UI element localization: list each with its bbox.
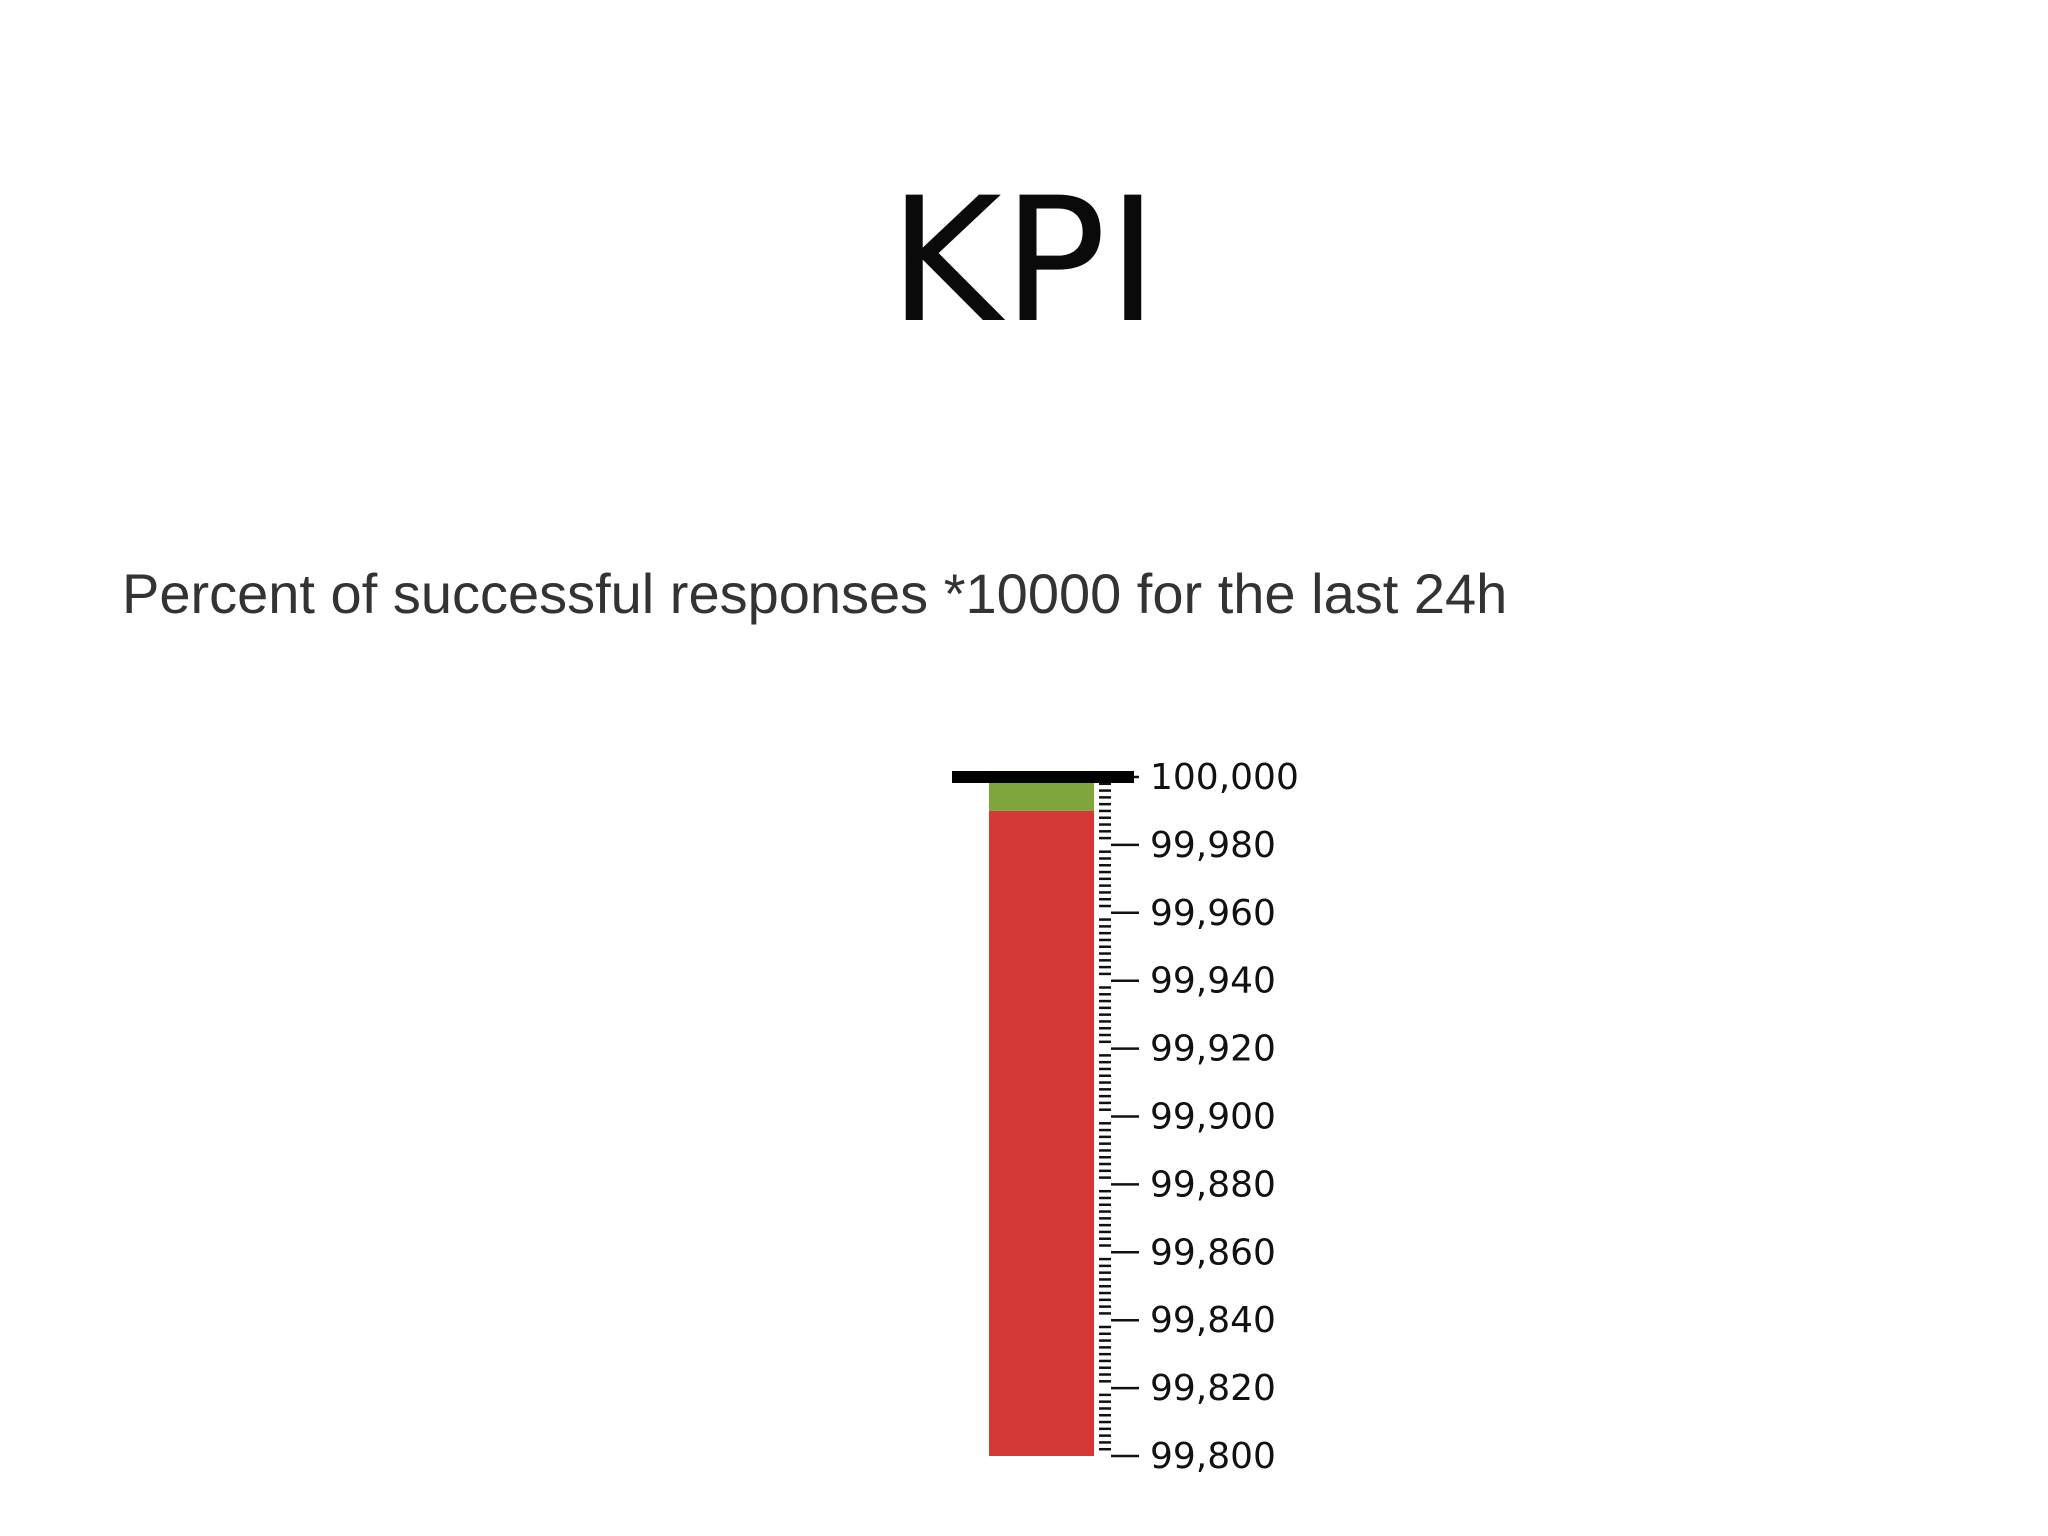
tick-label: 99,940 — [1150, 961, 1276, 1002]
tick-label: 99,820 — [1150, 1368, 1276, 1409]
chart-subtitle: Percent of successful responses *10000 f… — [122, 562, 1508, 625]
gauge-ranges — [989, 777, 1094, 1456]
tick-label: 99,980 — [1150, 825, 1276, 866]
tick-label: 99,880 — [1150, 1164, 1276, 1205]
slide-title: KPI — [888, 160, 1160, 361]
gauge-target-marker — [952, 771, 1134, 783]
tick-label: 99,900 — [1150, 1097, 1276, 1138]
tick-label: 99,960 — [1150, 893, 1276, 934]
tick-label: 100,000 — [1150, 757, 1299, 798]
tick-label: 99,920 — [1150, 1029, 1276, 1070]
gauge-range-0 — [989, 810, 1094, 1456]
gauge-axis — [1099, 775, 1139, 1458]
tick-label: 99,860 — [1150, 1232, 1276, 1273]
tick-label: 99,800 — [1150, 1436, 1276, 1477]
tick-label: 99,840 — [1150, 1300, 1276, 1341]
gauge-tick-labels: 100,000 99,980 99,960 99,940 99,920 99,900 99,… — [1150, 757, 1299, 1477]
gauge-target — [952, 771, 1134, 783]
